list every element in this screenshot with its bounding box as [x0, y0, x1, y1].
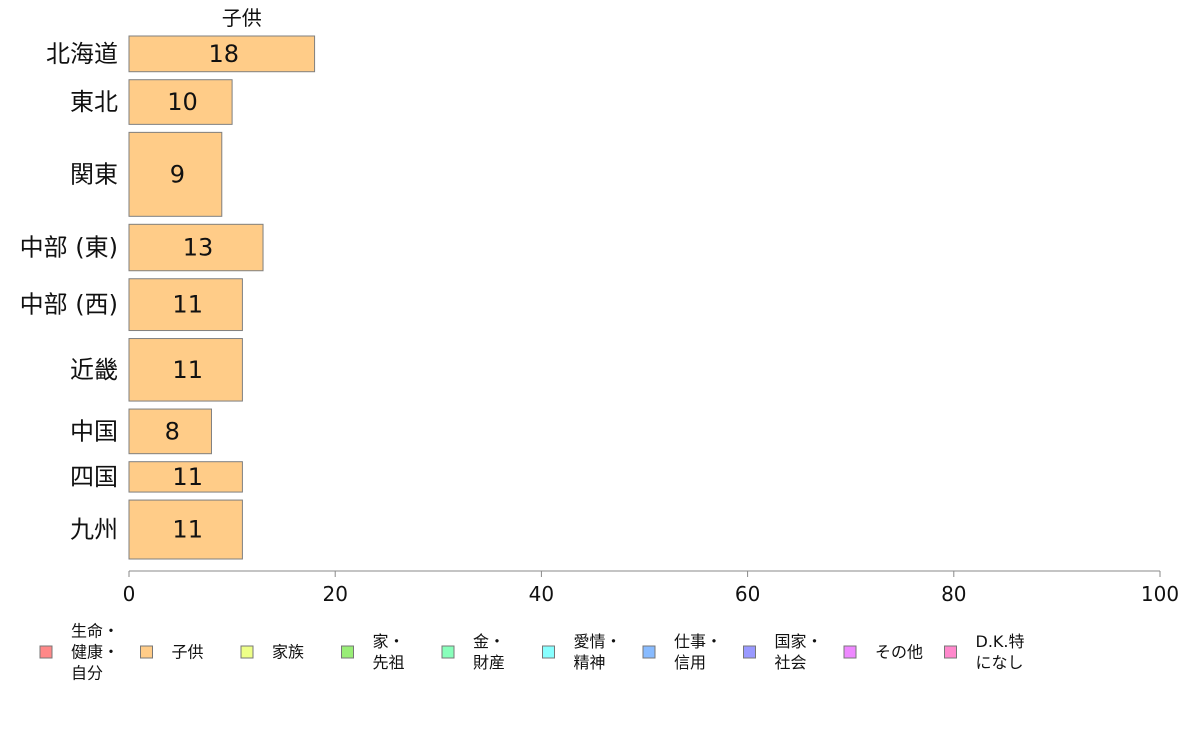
- bar-value-label: 11: [172, 463, 203, 491]
- category-label: 九州: [70, 516, 118, 544]
- bar-5: [128, 278, 243, 332]
- legend-label: D.K.特: [976, 632, 1025, 651]
- bar-value-label: 18: [209, 40, 240, 68]
- legend-item: 家族: [240, 643, 304, 662]
- x-tick-label: 60: [735, 582, 760, 606]
- x-tick-label: 80: [941, 582, 966, 606]
- legend-item: 子供: [140, 643, 204, 662]
- bar-3: [128, 131, 223, 217]
- x-tick-label: 0: [123, 582, 136, 606]
- legend-swatch: [341, 645, 354, 659]
- bar-value-label: 9: [170, 160, 185, 188]
- legend-item: その他: [843, 643, 923, 662]
- x-tick-label: 100: [1141, 582, 1179, 606]
- category-label: 近畿: [70, 356, 118, 384]
- legend-label: 精神: [574, 653, 606, 672]
- legend-item: 生命・健康・自分: [39, 622, 119, 683]
- bar-2: [128, 79, 233, 125]
- legend-label: 国家・: [775, 632, 823, 651]
- legend-label: 金・: [473, 632, 505, 651]
- legend-swatch: [542, 645, 555, 659]
- legend-swatch: [140, 645, 153, 659]
- legend-label: 健康・: [71, 643, 119, 662]
- bar-value-label: 8: [165, 417, 180, 445]
- x-axis: 0 20 40 60 80 100: [123, 570, 1179, 606]
- bar-value-label: 13: [183, 234, 214, 262]
- legend-label: になし: [976, 653, 1024, 672]
- legend-label: 子供: [172, 643, 204, 662]
- category-label: 東北: [70, 88, 118, 116]
- category-label: 四国: [70, 463, 118, 491]
- legend-item: 愛情・精神: [542, 632, 622, 672]
- bar-4: [128, 223, 264, 272]
- category-label: 中国: [70, 417, 118, 445]
- category-label: 中部 (東): [20, 234, 118, 262]
- legend-item: 金・財産: [441, 632, 505, 672]
- legend-label: 信用: [674, 653, 706, 672]
- category-label: 北海道: [46, 40, 118, 68]
- legend-item: 仕事・信用: [642, 632, 722, 672]
- category-label: 関東: [70, 160, 118, 188]
- legend-label: その他: [875, 643, 923, 662]
- bar-value-label: 10: [167, 88, 198, 116]
- legend-swatch: [441, 645, 455, 659]
- bar-value-label: 11: [172, 356, 203, 384]
- legend-label: 生命・: [71, 622, 119, 641]
- bar-value-label: 11: [172, 291, 203, 319]
- legend-label: 家・: [373, 632, 405, 651]
- legend-item: 国家・社会: [743, 632, 823, 672]
- legend-item: 家・先祖: [341, 632, 405, 672]
- legend-swatch: [39, 645, 53, 659]
- bar-1: [128, 35, 316, 73]
- x-tick-label: 40: [529, 582, 554, 606]
- legend-swatch: [843, 645, 857, 659]
- legend-label: 社会: [775, 653, 807, 672]
- legend-swatch: [944, 645, 957, 659]
- bars-group: 18 北海道 10 東北 9 関東 13 中部 (東) 11 中部 (西) 11 近畿 8 中国 11 四国 1…: [20, 35, 316, 560]
- legend-label: 愛情・: [574, 632, 622, 651]
- bar-9: [128, 499, 243, 560]
- bar-8: [128, 461, 243, 493]
- bar-6: [128, 338, 243, 402]
- legend-label: 先祖: [373, 653, 405, 672]
- legend-label: 自分: [71, 664, 103, 683]
- legend-swatch: [240, 645, 254, 659]
- x-tick-label: 20: [322, 582, 347, 606]
- legend-swatch: [743, 645, 756, 659]
- panel-title: 子供: [222, 6, 262, 30]
- legend-label: 財産: [473, 653, 505, 672]
- bar-value-label: 11: [172, 516, 203, 544]
- category-label: 中部 (西): [20, 291, 118, 319]
- legend-label: 家族: [272, 643, 304, 662]
- legend-label: 仕事・: [674, 632, 722, 651]
- legend-swatch: [642, 645, 656, 659]
- bar-7: [128, 408, 212, 455]
